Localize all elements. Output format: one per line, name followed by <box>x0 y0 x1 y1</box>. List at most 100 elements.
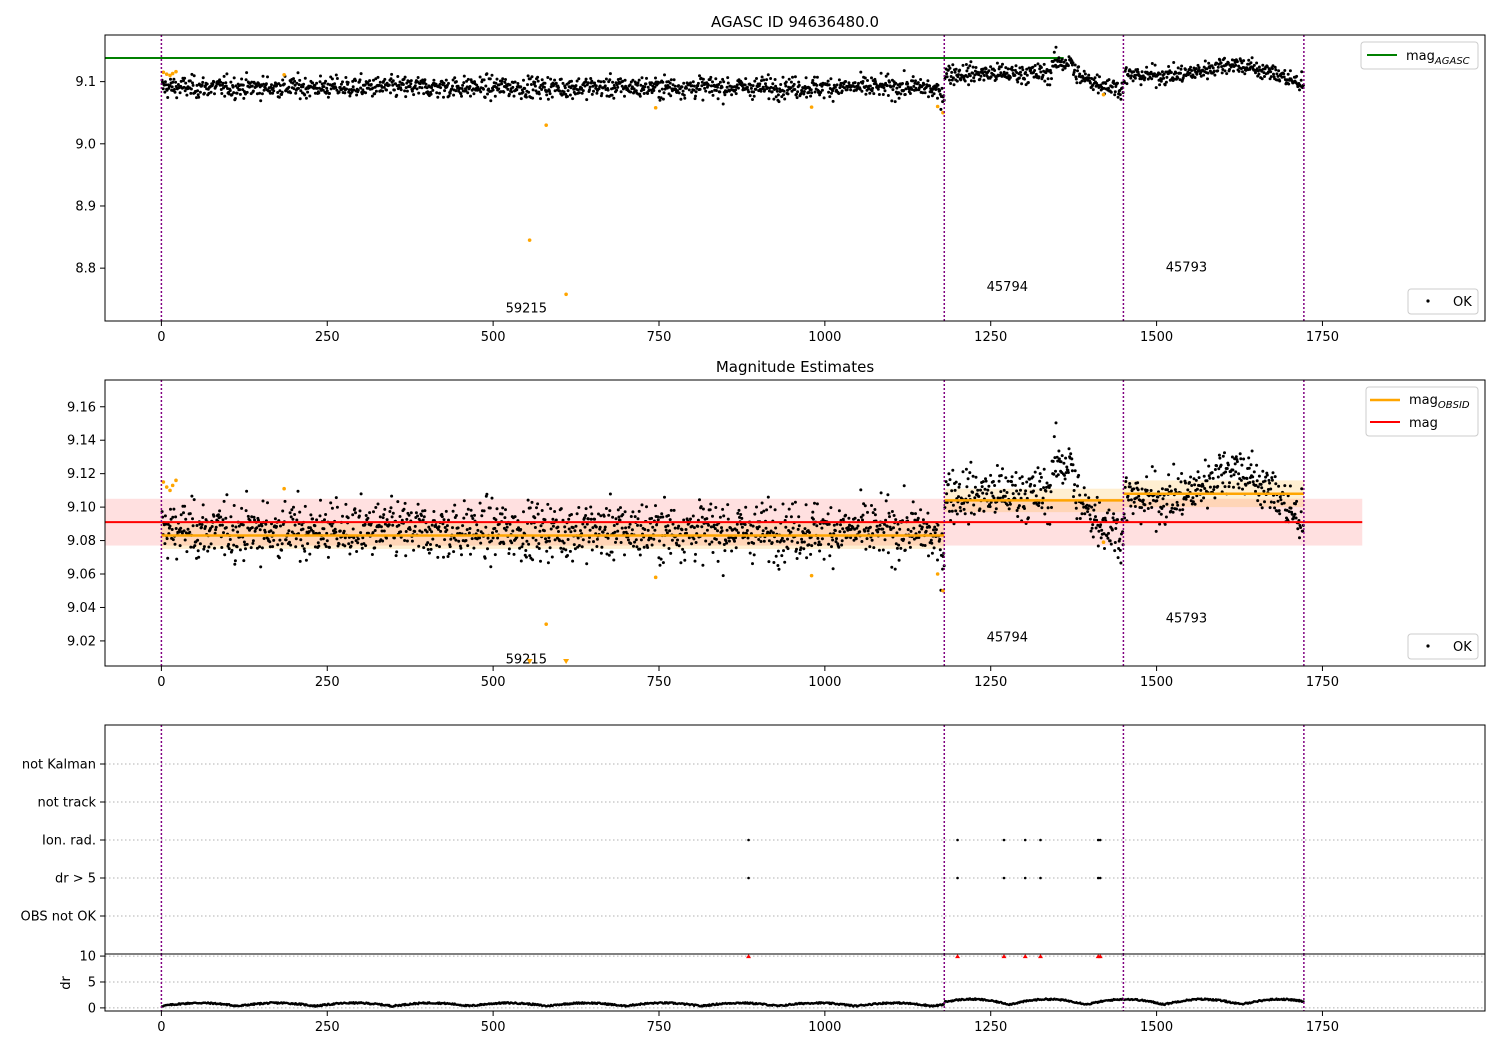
ok-point <box>629 90 633 94</box>
ok-point <box>161 87 165 91</box>
ok-point <box>809 88 813 92</box>
ok-point <box>389 77 393 81</box>
ok-point <box>816 536 820 540</box>
ok-point <box>533 526 537 529</box>
ok-point <box>906 82 910 86</box>
ok-point <box>645 76 648 80</box>
ok-point <box>349 544 353 548</box>
ok-point <box>1299 78 1303 82</box>
ok-point <box>458 531 462 535</box>
ok-point <box>420 86 424 90</box>
ok-point <box>1033 64 1037 67</box>
ok-point <box>901 82 904 85</box>
ok-point <box>783 97 787 101</box>
ok-point <box>593 81 597 85</box>
ok-point <box>1184 497 1188 501</box>
ok-point <box>899 546 903 550</box>
ok-point <box>1294 516 1298 520</box>
ok-point <box>383 507 387 511</box>
ok-point <box>471 517 475 520</box>
ok-point <box>1269 500 1273 504</box>
ok-point <box>1268 481 1272 485</box>
ok-point <box>383 522 387 526</box>
ok-point <box>426 90 430 94</box>
ok-point <box>718 90 722 94</box>
ok-point <box>896 522 900 526</box>
ok-point <box>736 531 740 535</box>
ok-point <box>604 507 608 510</box>
ok-point <box>438 82 442 86</box>
ok-point <box>771 531 775 535</box>
ok-point <box>704 89 708 93</box>
ok-point <box>1054 469 1057 473</box>
ok-point <box>1173 488 1177 492</box>
ok-point <box>376 502 380 506</box>
ok-point <box>246 526 250 530</box>
ok-point <box>1006 503 1009 507</box>
ok-point <box>993 69 997 72</box>
ok-point <box>564 92 568 96</box>
ok-point <box>1216 69 1220 73</box>
ok-point <box>454 89 458 93</box>
ok-point <box>470 514 474 518</box>
ok-point <box>791 502 794 506</box>
ok-point <box>503 80 507 84</box>
ok-point <box>813 90 817 94</box>
ok-point <box>1290 512 1294 516</box>
ok-point <box>1029 68 1033 72</box>
ok-point <box>948 478 952 482</box>
ok-point <box>290 508 294 512</box>
ok-point <box>591 84 595 88</box>
ok-point <box>1143 76 1147 80</box>
ok-point <box>1086 510 1090 514</box>
ok-point <box>486 536 490 540</box>
ok-point <box>524 93 528 97</box>
ok-point <box>1151 498 1155 502</box>
ok-point <box>1004 476 1008 480</box>
ok-point <box>244 78 248 82</box>
ok-point <box>911 500 915 504</box>
ok-point <box>447 518 450 522</box>
panel2-xtick-label: 750 <box>647 675 672 690</box>
ok-point <box>443 538 447 542</box>
ok-point <box>308 94 312 98</box>
ok-point <box>789 515 793 519</box>
ok-point <box>473 513 476 517</box>
ok-point <box>905 516 909 520</box>
ok-point <box>667 514 670 517</box>
ok-point <box>1207 61 1211 65</box>
ok-point <box>938 548 942 552</box>
ok-point <box>278 538 282 542</box>
ok-point <box>989 473 993 477</box>
ok-point <box>849 536 853 540</box>
ok-point <box>220 523 224 527</box>
ok-point <box>1098 75 1101 79</box>
ok-point <box>730 93 734 97</box>
ok-point <box>782 89 786 93</box>
ok-point <box>933 531 937 535</box>
ok-point <box>681 547 685 551</box>
ok-point <box>1149 70 1153 74</box>
ok-point <box>948 509 951 513</box>
ok-point <box>312 86 316 90</box>
ok-point <box>856 524 860 528</box>
ok-point <box>516 82 520 85</box>
ok-point <box>950 509 954 513</box>
ok-point <box>725 90 729 94</box>
ok-point <box>981 480 985 484</box>
ok-point <box>387 523 391 527</box>
ok-point <box>189 91 193 95</box>
ok-point <box>980 485 984 489</box>
ok-point <box>879 71 883 75</box>
ok-point <box>1223 451 1226 455</box>
ok-point <box>242 559 246 563</box>
ok-point <box>830 545 833 549</box>
ok-point <box>1264 475 1268 479</box>
ok-point <box>524 549 528 552</box>
panel2-axes: 0 250 500 750 1000 1250 1500 17509.029.049.069.… <box>67 400 1339 690</box>
ok-point <box>428 528 432 531</box>
ok-point <box>633 515 637 519</box>
ok-point <box>1294 502 1297 506</box>
ok-point <box>273 517 277 521</box>
ok-point <box>734 546 738 550</box>
